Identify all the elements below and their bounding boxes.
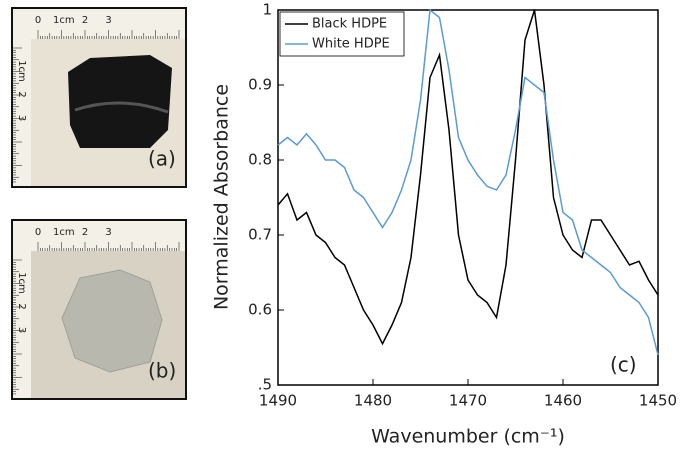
x-tick-label: 1460 [544, 392, 582, 410]
x-tick-label: 1490 [259, 392, 297, 410]
legend-label: White HDPE [312, 37, 390, 52]
ruler-label: 3 [105, 227, 111, 238]
ruler [13, 9, 185, 39]
panel-label: (b) [148, 359, 176, 383]
sample-ridge [74, 101, 169, 114]
y-tick-label: 0.6 [248, 301, 272, 319]
white-sample [61, 269, 163, 373]
y-tick-label: 0.8 [248, 151, 272, 169]
ruler-label: 1cm [16, 60, 27, 82]
ruler-label: 0 [35, 227, 41, 238]
x-tick-label: 1480 [354, 392, 392, 410]
y-tick-label: 1 [262, 1, 272, 19]
y-axis-title: Normalized Absorbance [211, 84, 233, 310]
ruler-label: 1cm [53, 227, 75, 238]
y-tick-label: 0.7 [248, 226, 272, 244]
x-axis-title: Wavenumber (cm⁻¹) [371, 426, 565, 448]
ruler-label: 3 [16, 327, 27, 333]
ruler-label: 0 [35, 15, 41, 26]
x-tick-label: 1450 [639, 392, 677, 410]
series-line [277, 9, 659, 346]
ruler-label: 3 [16, 115, 27, 121]
series-line [277, 8, 659, 356]
panel-label: (a) [148, 147, 176, 171]
y-tick-label: .5 [258, 376, 272, 394]
panel-label: (c) [610, 353, 637, 377]
ruler-label: 1cm [53, 15, 75, 26]
x-tick-label: 1470 [449, 392, 487, 410]
y-tick-label: 0.9 [248, 76, 272, 94]
ruler-label: 3 [105, 15, 111, 26]
ruler-label: 1cm [16, 272, 27, 294]
ruler [13, 221, 185, 251]
plot-frame [277, 9, 659, 386]
legend-label: Black HDPE [312, 17, 387, 32]
legend-box [279, 11, 405, 57]
ruler-label: 2 [16, 91, 27, 97]
ruler-label: 2 [16, 303, 27, 309]
ruler-label: 2 [82, 227, 88, 238]
ruler-label: 2 [82, 15, 88, 26]
